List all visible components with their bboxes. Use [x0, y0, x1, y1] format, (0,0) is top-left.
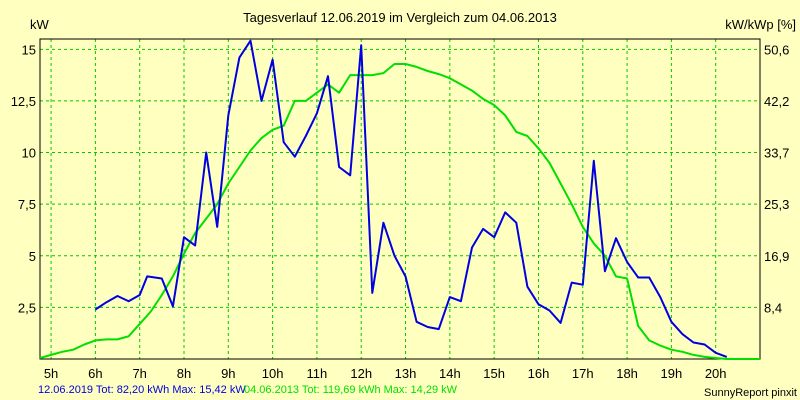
y-tick-label-left: 5	[29, 249, 36, 264]
x-tick-label: 6h	[88, 366, 102, 381]
y-tick-label-left: 12,5	[11, 94, 36, 109]
x-tick-label: 5h	[44, 366, 58, 381]
x-tick-label: 15h	[483, 366, 505, 381]
y-tick-label-right: 50,6	[764, 42, 789, 57]
y-tick-label-left: 2,5	[18, 300, 36, 315]
x-tick-label: 7h	[132, 366, 146, 381]
x-tick-label: 20h	[705, 366, 727, 381]
y-tick-label-right: 42,2	[764, 94, 789, 109]
series-line-12-06-2019	[94, 39, 728, 358]
legend-entry-2019: 12.06.2019 Tot: 82,20 kWh Max: 15,42 kW	[38, 384, 246, 396]
tick-labels: 5h 6h 7h 8h 9h 10h 11h 12h 13h 14h 15h 16h 17h 18h 19h…	[11, 42, 790, 381]
y-tick-label-right: 16,9	[764, 249, 789, 264]
x-tick-label: 9h	[221, 366, 235, 381]
x-tick-label: 11h	[307, 366, 328, 381]
y-axis-right-label: kW/kWp [%]	[725, 17, 796, 32]
x-tick-label: 19h	[661, 366, 683, 381]
y-tick-label-right: 33,7	[764, 146, 789, 161]
y-tick-label-right: 25,3	[764, 197, 789, 212]
x-tick-label: 10h	[262, 366, 284, 381]
y-axis-left-label: kW	[30, 17, 50, 32]
y-tick-label-left: 15	[22, 42, 36, 57]
x-tick-label: 12h	[350, 366, 372, 381]
plot-frame	[39, 38, 761, 360]
x-tick-label: 16h	[528, 366, 550, 381]
legend-entry-2013: 04.06.2013 Tot: 119,69 kWh Max: 14,29 kW	[244, 384, 458, 396]
y-tick-label-left: 7,5	[18, 197, 36, 212]
x-tick-label: 18h	[616, 366, 638, 381]
series-line-04-06-2013	[39, 63, 760, 360]
credit-label: SunnyReport pinxit	[704, 387, 797, 399]
chart-title: Tagesverlauf 12.06.2019 im Vergleich zum…	[243, 10, 557, 25]
x-tick-label: 13h	[395, 366, 417, 381]
grid	[40, 39, 760, 359]
y-tick-label-right: 8,4	[764, 300, 782, 315]
x-tick-label: 14h	[439, 366, 461, 381]
series-group	[39, 39, 760, 360]
x-tick-label: 17h	[572, 366, 594, 381]
x-tick-label: 8h	[177, 366, 191, 381]
y-tick-label-left: 10	[22, 146, 36, 161]
